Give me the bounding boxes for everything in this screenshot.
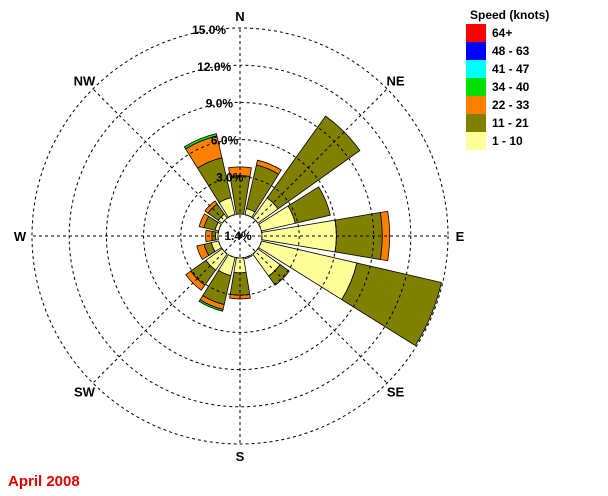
- petal-wsw-bin-3: [196, 243, 210, 261]
- petal-nnw-bin-4: [183, 133, 218, 150]
- ring-label-3: 9.0%: [206, 97, 234, 111]
- range-ring-1: [180, 176, 300, 296]
- compass-label-n: N: [235, 9, 244, 24]
- legend-label: 11 - 21: [492, 116, 529, 130]
- petal-ssw-bin-4: [198, 299, 224, 312]
- legend-swatch: [466, 42, 486, 60]
- petal-n-bin-3: [228, 166, 252, 177]
- period-caption: April 2008: [8, 473, 80, 490]
- legend-label: 41 - 47: [492, 62, 530, 76]
- petal-ese-bin-2: [341, 262, 442, 347]
- legend-item: 22 - 33: [466, 96, 578, 114]
- calm-label: 1.4%: [224, 229, 252, 243]
- compass-label-s: S: [236, 449, 245, 464]
- direction-spokes: [32, 28, 448, 444]
- legend-title: Speed (knots): [470, 8, 550, 22]
- legend-label: 64+: [492, 26, 513, 40]
- legend-label: 1 - 10: [492, 134, 523, 148]
- compass-label-ne: NE: [387, 73, 405, 88]
- compass-label-sw: SW: [74, 385, 96, 400]
- spoke-sw: [92, 235, 241, 384]
- legend-swatch: [466, 60, 486, 78]
- ring-label-2: 6.0%: [211, 134, 239, 148]
- legend-swatch: [466, 96, 486, 114]
- spoke-ne: [239, 88, 388, 237]
- legend-label: 48 - 63: [492, 44, 530, 58]
- compass-label-e: E: [456, 229, 465, 244]
- legend-swatch: [466, 114, 486, 132]
- petal-nw-bin-3: [204, 200, 218, 214]
- chart-labels: N NE E SE S SW W NW 3.0% 6.0% 9.0% 12.0% 15.0% 1.4%: [14, 9, 465, 464]
- legend-swatch: [466, 78, 486, 96]
- legend-item: 11 - 21: [466, 114, 578, 132]
- legend-item: 34 - 40: [466, 78, 578, 96]
- ring-label-5: 15.0%: [192, 23, 226, 37]
- petal-sw-bin-3: [185, 270, 206, 291]
- petal-s-bin-1: [233, 257, 247, 274]
- compass-label-w: W: [14, 229, 27, 244]
- compass-label-se: SE: [387, 385, 405, 400]
- petal-ene-bin-2: [287, 186, 331, 224]
- ring-label-1: 3.0%: [216, 170, 244, 184]
- spoke-nw: [92, 88, 241, 237]
- legend-swatch: [466, 132, 486, 150]
- range-ring-5: [31, 27, 449, 445]
- calm-ring: [217, 213, 263, 259]
- legend-label: 34 - 40: [492, 80, 530, 94]
- compass-label-nw: NW: [74, 73, 96, 88]
- legend-rows: 64+ 48 - 63 41 - 47 34 - 40 22 - 33 11 - 21 1 …: [466, 24, 578, 150]
- legend-swatch: [466, 24, 486, 42]
- legend-item: 41 - 47: [466, 60, 578, 78]
- legend-item: 1 - 10: [466, 132, 578, 150]
- legend-label: 22 - 33: [492, 98, 530, 112]
- legend-item: 48 - 63: [466, 42, 578, 60]
- petal-wnw-bin-3: [198, 213, 210, 229]
- spoke-se: [239, 235, 388, 384]
- wind-rose-petals: [183, 115, 442, 347]
- legend-item: 64+: [466, 24, 578, 42]
- ring-label-4: 12.0%: [197, 60, 231, 74]
- petal-nne-bin-3: [255, 159, 282, 175]
- speed-legend: Speed (knots) 64+ 48 - 63 41 - 47 34 - 40 22…: [466, 6, 578, 150]
